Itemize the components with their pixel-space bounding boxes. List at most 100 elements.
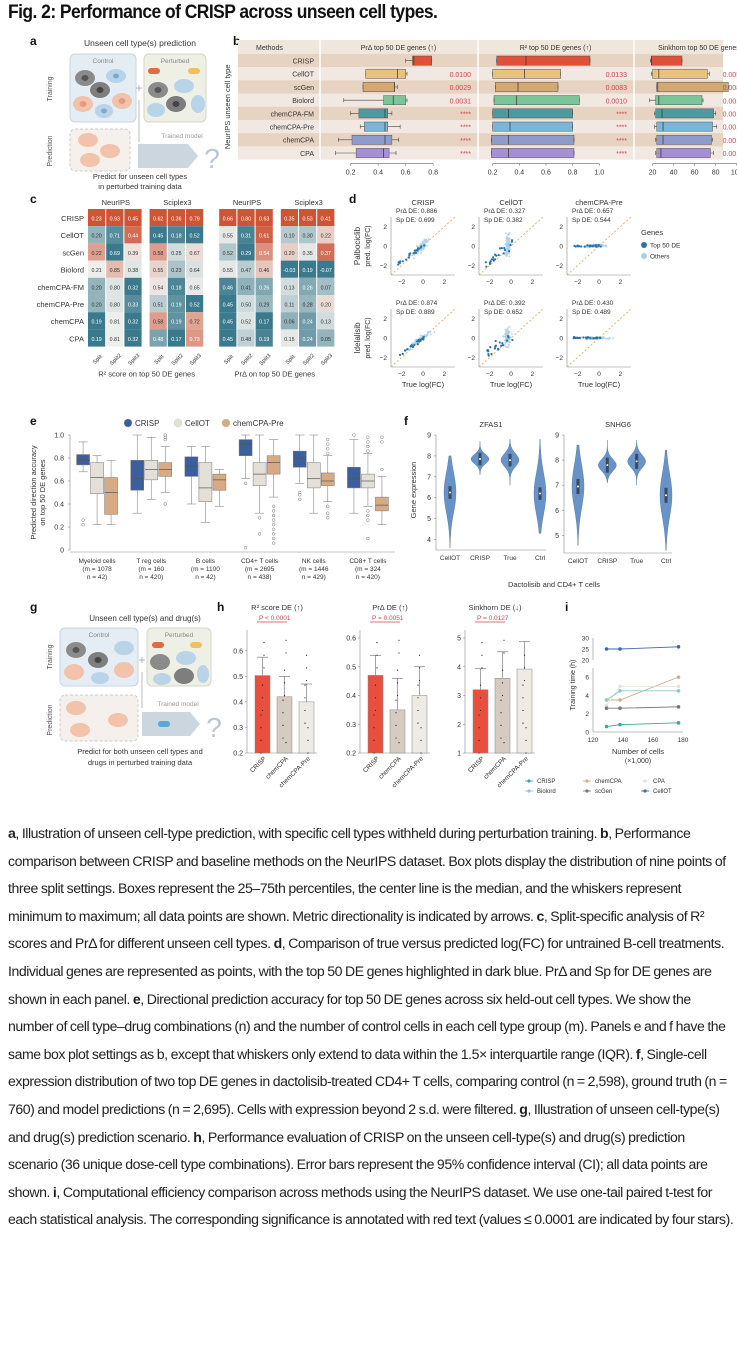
panel-g-title: Unseen cell type(s) and drug(s) — [89, 614, 201, 623]
gene-point-top50 — [493, 347, 497, 350]
heatmap-cell-value: 0.79 — [189, 217, 199, 223]
heatmap-cell — [317, 209, 335, 227]
data-point — [304, 709, 306, 712]
outlier-point — [163, 435, 167, 439]
gene-point-top50 — [488, 261, 492, 264]
p-value: **** — [616, 138, 627, 145]
control-label: Control — [89, 632, 111, 639]
heatmap-cell-value: 0.13 — [321, 320, 331, 326]
p-value: **** — [616, 125, 627, 132]
heatmap-cell — [219, 243, 237, 261]
data-point — [479, 697, 482, 699]
gene-point-other — [507, 239, 510, 242]
series-point — [676, 705, 681, 709]
gene-point-top50 — [503, 246, 506, 250]
gene-point-other — [503, 343, 506, 346]
x-tick-label: 40 — [670, 170, 678, 177]
gene-point-other — [506, 235, 509, 238]
outlier-point — [326, 442, 330, 446]
x-tick-label: 0.4 — [373, 170, 383, 177]
scatter-xlabel: True log(FC) — [490, 380, 533, 389]
data-point — [305, 667, 308, 669]
data-point — [282, 712, 284, 714]
outlier-point — [366, 449, 370, 453]
gene-point-top50 — [497, 253, 500, 257]
series-point — [676, 721, 681, 725]
prediction-box — [69, 128, 131, 172]
pill-icon — [158, 721, 170, 727]
y-tick-label: 0.8 — [54, 456, 64, 463]
y-tick-label: 4 — [457, 664, 461, 671]
bar-category-label: CRISP — [467, 755, 486, 774]
heatmap-cell-value: 0.58 — [153, 320, 163, 326]
heatmap-cell-value: 0.69 — [110, 251, 120, 257]
outlier-point — [366, 440, 370, 444]
outlier-point — [380, 435, 384, 439]
heatmap-cell — [237, 329, 255, 347]
heatmap-cell-value: 0.46 — [259, 268, 269, 274]
violin-shape — [443, 455, 457, 549]
gene-point-top50 — [490, 352, 493, 356]
data-point — [307, 739, 309, 741]
pr-de-stat: PrΔ DE: 0.886 — [396, 208, 438, 215]
y-tick-label: 0.6 — [233, 648, 243, 655]
violin-median — [635, 460, 638, 463]
panel-label-i: i — [565, 600, 569, 614]
heatmap-cell — [219, 260, 237, 278]
data-point — [374, 684, 377, 686]
data-point — [374, 709, 377, 712]
heatmap-xlabel-r2: R² score on top 50 DE genes — [98, 370, 195, 379]
heatmap-cell-value: 0.48 — [153, 337, 163, 343]
legend-title: Genes — [641, 228, 663, 237]
question-icon: ? — [206, 712, 222, 743]
heatmap-cell-value: 0.65 — [189, 285, 199, 291]
cells-control — [64, 641, 134, 684]
heatmap-cell — [299, 226, 317, 244]
data-point — [478, 752, 480, 754]
box — [130, 460, 144, 491]
data-point — [376, 654, 378, 656]
heatmap-col-label: Split3 — [259, 353, 273, 367]
gene-point-top50 — [595, 245, 598, 248]
box — [364, 121, 388, 132]
p-value: **** — [616, 112, 627, 119]
method-label: scGen — [294, 85, 314, 92]
legend-label: Others — [650, 254, 670, 261]
panel-label-f: f — [404, 414, 408, 428]
heatmap-cell — [106, 277, 124, 295]
category-n: n = 42) — [195, 574, 215, 581]
heatmap-cell — [124, 277, 142, 295]
figure-caption: a, Illustration of unseen cell-type pred… — [8, 820, 736, 1234]
series-line — [606, 646, 679, 650]
heatmap-cell — [255, 243, 273, 261]
outlier-point — [81, 523, 85, 527]
heatmap-cell-value: 0.45 — [223, 303, 233, 309]
gene-point-other — [507, 244, 510, 247]
heatmap-cell — [167, 312, 185, 330]
gene-point-other — [411, 348, 414, 351]
gene-point-top50 — [398, 353, 402, 356]
gene-point-other — [505, 237, 508, 240]
data-point — [373, 727, 375, 729]
box — [238, 439, 253, 456]
gene-point-other — [504, 253, 507, 256]
heatmap-cell-value: 0.51 — [153, 303, 163, 309]
heatmap-cell — [299, 209, 317, 227]
heatmap-cell-value: -0.07 — [320, 268, 332, 274]
p-value: 0.0031 — [450, 98, 472, 105]
outlier-point — [326, 437, 330, 442]
data-point — [501, 694, 504, 697]
caption-text: , Illustration of unseen cell-type predi… — [15, 825, 601, 841]
data-point — [525, 752, 527, 754]
gene-point-top50 — [598, 336, 601, 339]
gene-point-other — [503, 339, 506, 342]
gene-point-top50 — [496, 347, 500, 350]
caption-panel-ref: e — [132, 990, 141, 1007]
gene-point-other — [506, 331, 509, 334]
data-point — [418, 667, 421, 669]
caption-text: , Illustration of unseen cell-type(s) an… — [8, 1100, 720, 1145]
category-m: (m = 2695 — [245, 566, 275, 573]
gene-point-other — [413, 340, 416, 343]
caption-text: , Split-specific analysis of R² scores a… — [8, 907, 705, 952]
heatmap-cell-value: 0.24 — [302, 337, 312, 343]
